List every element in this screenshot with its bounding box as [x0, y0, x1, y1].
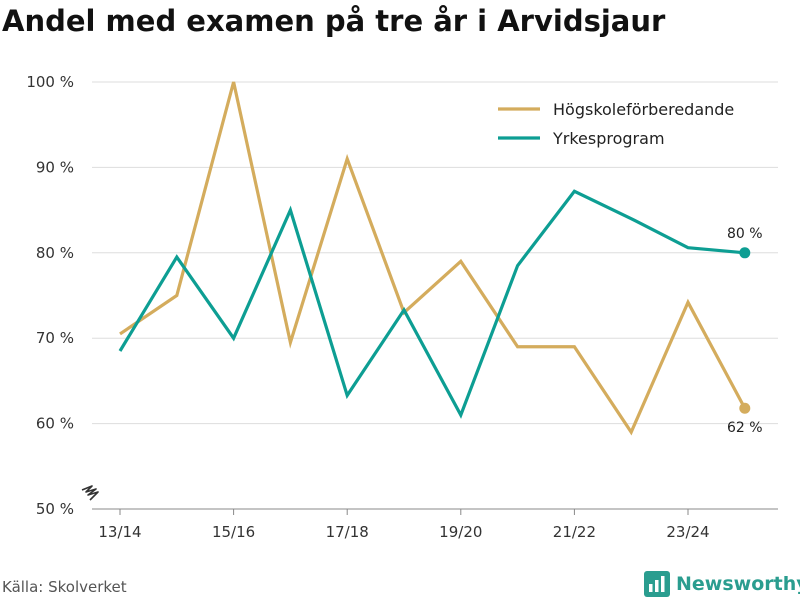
y-tick-label: 100 %	[26, 73, 74, 91]
source-note: Källa: Skolverket	[2, 578, 127, 596]
newsworthy-logo-icon	[644, 571, 670, 597]
x-tick-label: 23/24	[666, 523, 709, 541]
x-axis: 13/14 15/16 17/18 19/20 21/22 23/24	[92, 508, 778, 541]
series-line	[118, 189, 745, 419]
y-tick-label: 60 %	[36, 415, 74, 433]
x-tick-label: 17/18	[326, 523, 369, 541]
series-end-point	[739, 402, 751, 414]
brand[interactable]: Newsworthy	[644, 569, 800, 599]
chart-title: Andel med examen på tre år i Arvidsjaur	[2, 4, 666, 38]
data-label: 80 %	[727, 226, 763, 242]
legend-label: Högskoleförberedande	[553, 100, 734, 119]
gridlines	[92, 81, 778, 425]
x-tick-label: 15/16	[212, 523, 255, 541]
x-tick-label: 19/20	[439, 523, 482, 541]
y-tick-label: 50 %	[36, 500, 74, 518]
data-label: 62 %	[727, 420, 763, 436]
x-tick-label: 21/22	[553, 523, 596, 541]
brand-name: Newsworthy	[676, 573, 800, 595]
y-tick-label: 90 %	[36, 158, 74, 176]
y-tick-label: 70 %	[36, 329, 74, 347]
y-axis: 50 % 60 % 70 % 80 % 90 % 100 %	[26, 73, 99, 518]
x-tick-label: 13/14	[98, 523, 141, 541]
legend: Högskoleförberedande Yrkesprogram	[498, 100, 734, 148]
axis-break-icon	[81, 485, 99, 501]
legend-label: Yrkesprogram	[552, 129, 665, 148]
series-end-point	[739, 247, 751, 259]
series-line	[119, 81, 747, 436]
y-tick-label: 80 %	[36, 244, 74, 262]
series: 62 % 80 %	[118, 81, 763, 436]
